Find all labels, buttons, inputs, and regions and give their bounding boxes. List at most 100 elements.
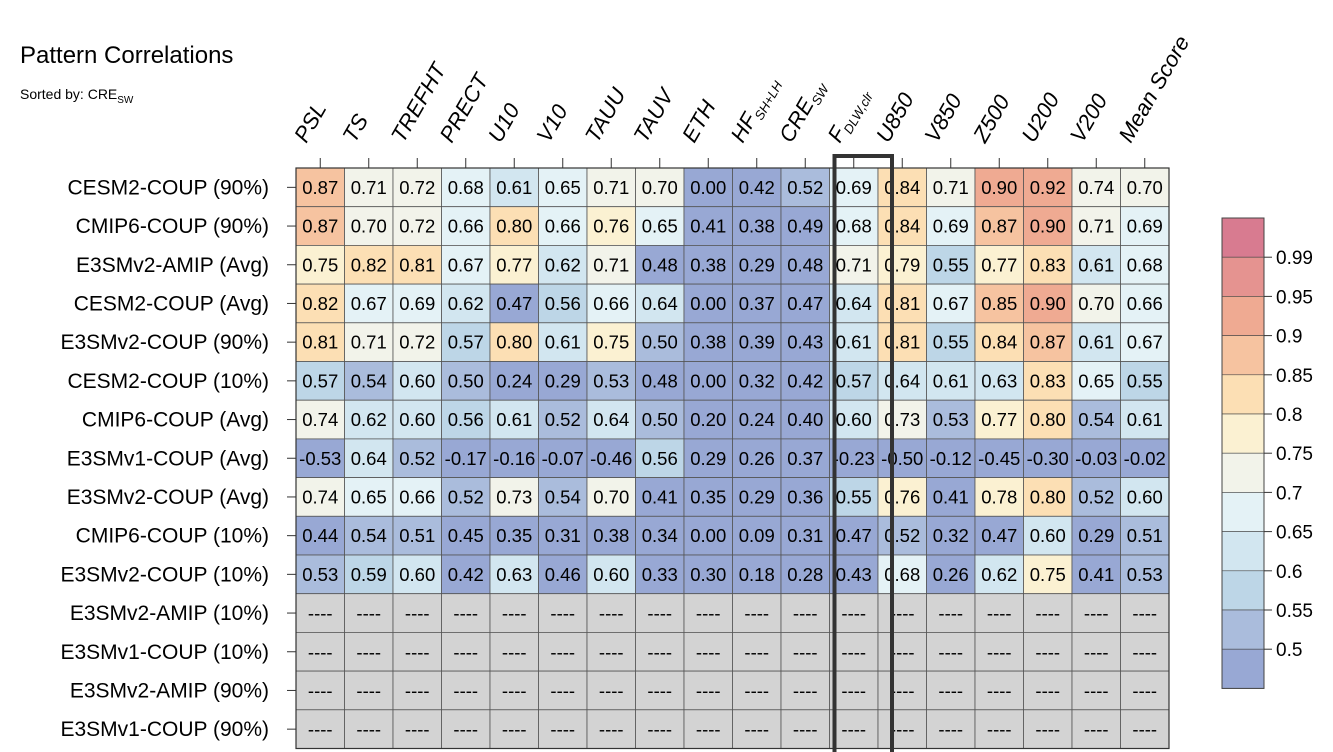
cell-value: 0.57 <box>302 370 338 391</box>
heatmap-cell <box>1071 283 1121 324</box>
cell-value: 0.41 <box>933 486 969 507</box>
cell-value: 0.52 <box>399 448 435 469</box>
row-label: E3SMv1-COUP (Avg) <box>67 447 269 470</box>
cell-value: 0.81 <box>884 293 920 314</box>
cell-value: 0.00 <box>690 525 726 546</box>
heatmap-cell <box>877 283 927 324</box>
colorbar-swatch <box>1221 374 1265 415</box>
cell-value: 0.68 <box>1127 254 1163 275</box>
cell-value: 0.75 <box>302 254 338 275</box>
cell-value: 0.61 <box>496 177 532 198</box>
cell-value: 0.80 <box>1030 409 1066 430</box>
heatmap-cell <box>829 206 879 246</box>
cell-value: 0.24 <box>739 409 775 430</box>
heatmap-cell <box>344 670 394 711</box>
cell-value: 0.55 <box>933 254 969 275</box>
heatmap-cell <box>926 244 976 285</box>
cell-value: 0.75 <box>1030 564 1066 585</box>
cell-value: ---- <box>841 641 866 662</box>
cell-value: ---- <box>696 680 721 701</box>
heatmap-cell <box>974 399 1024 440</box>
heatmap-cell <box>586 322 636 362</box>
cell-value: 0.64 <box>593 409 629 430</box>
cell-value: 0.62 <box>981 564 1017 585</box>
heatmap-cell <box>974 632 1024 672</box>
heatmap-cell <box>1120 322 1170 362</box>
heatmap-cell <box>344 477 394 517</box>
heatmap-cell <box>441 322 491 362</box>
cell-value: ---- <box>308 719 333 740</box>
heatmap-cell <box>780 477 830 517</box>
cell-value: 0.59 <box>351 564 387 585</box>
cell-value: ---- <box>647 641 672 662</box>
column-label: Z500 <box>967 90 1015 147</box>
cell-value: 0.45 <box>448 525 484 546</box>
cell-value: 0.50 <box>642 332 678 353</box>
cell-value: ---- <box>453 680 478 701</box>
heatmap-cell <box>1023 515 1073 556</box>
cell-value: 0.29 <box>545 370 581 391</box>
heatmap-cell <box>635 206 685 246</box>
heatmap-cell <box>295 206 345 246</box>
heatmap-cell <box>489 670 539 711</box>
cell-value: 0.69 <box>836 177 872 198</box>
cell-value: 0.31 <box>545 525 581 546</box>
cell-value: 0.38 <box>739 216 775 237</box>
cell-value: 0.26 <box>739 448 775 469</box>
cell-value: 0.31 <box>787 525 823 546</box>
heatmap-cell <box>683 515 733 556</box>
cell-value: ---- <box>696 719 721 740</box>
cell-value: 0.83 <box>1030 370 1066 391</box>
heatmap-cell <box>1071 515 1121 556</box>
row-label: CMIP6-COUP (10%) <box>76 525 269 548</box>
cell-value: ---- <box>599 680 624 701</box>
cell-value: 0.43 <box>836 564 872 585</box>
heatmap-cell <box>635 670 685 711</box>
cell-value: 0.00 <box>690 177 726 198</box>
row-label: E3SMv2-AMIP (10%) <box>70 602 269 625</box>
cell-value: 0.42 <box>787 370 823 391</box>
cell-value: 0.47 <box>981 525 1017 546</box>
heatmap-cell <box>683 167 733 208</box>
cell-value: 0.73 <box>496 486 532 507</box>
heatmap-cell <box>780 438 830 478</box>
cell-value: ---- <box>1084 680 1109 701</box>
cell-value: 0.52 <box>545 409 581 430</box>
cell-value: ---- <box>793 641 818 662</box>
cell-value: 0.60 <box>1127 486 1163 507</box>
cell-value: 0.43 <box>787 332 823 353</box>
cell-value: 0.76 <box>884 486 920 507</box>
heatmap-cell <box>683 206 733 246</box>
cell-value: 0.63 <box>981 370 1017 391</box>
heatmap-cell <box>683 593 733 633</box>
cell-value: ---- <box>1132 719 1157 740</box>
cell-value: ---- <box>647 680 672 701</box>
cell-value: 0.60 <box>1030 525 1066 546</box>
cell-value: 0.55 <box>836 486 872 507</box>
heatmap-cell <box>829 438 879 478</box>
cell-value: 0.67 <box>1127 332 1163 353</box>
heatmap-cell <box>732 477 782 517</box>
cell-value: ---- <box>405 719 430 740</box>
cell-value: 0.69 <box>1127 216 1163 237</box>
heatmap-cell <box>829 515 879 556</box>
cell-value: 0.61 <box>496 409 532 430</box>
cell-value: ---- <box>647 719 672 740</box>
heatmap-cell <box>829 554 879 595</box>
cell-value: ---- <box>987 719 1012 740</box>
cell-value: -0.02 <box>1124 448 1166 469</box>
cell-value: 0.42 <box>448 564 484 585</box>
column-label: V850 <box>919 89 967 147</box>
heatmap-cell <box>344 399 394 440</box>
heatmap-cell <box>877 399 927 440</box>
cell-value: 0.67 <box>351 293 387 314</box>
heatmap-cell <box>780 283 830 324</box>
cell-value: 0.82 <box>351 254 387 275</box>
cell-value: ---- <box>502 603 527 624</box>
heatmap-cell <box>683 283 733 324</box>
cell-value: ---- <box>890 603 915 624</box>
heatmap-cell <box>829 244 879 285</box>
heatmap-cell <box>780 709 830 749</box>
cell-value: 0.68 <box>448 177 484 198</box>
heatmap-cell <box>538 283 588 324</box>
